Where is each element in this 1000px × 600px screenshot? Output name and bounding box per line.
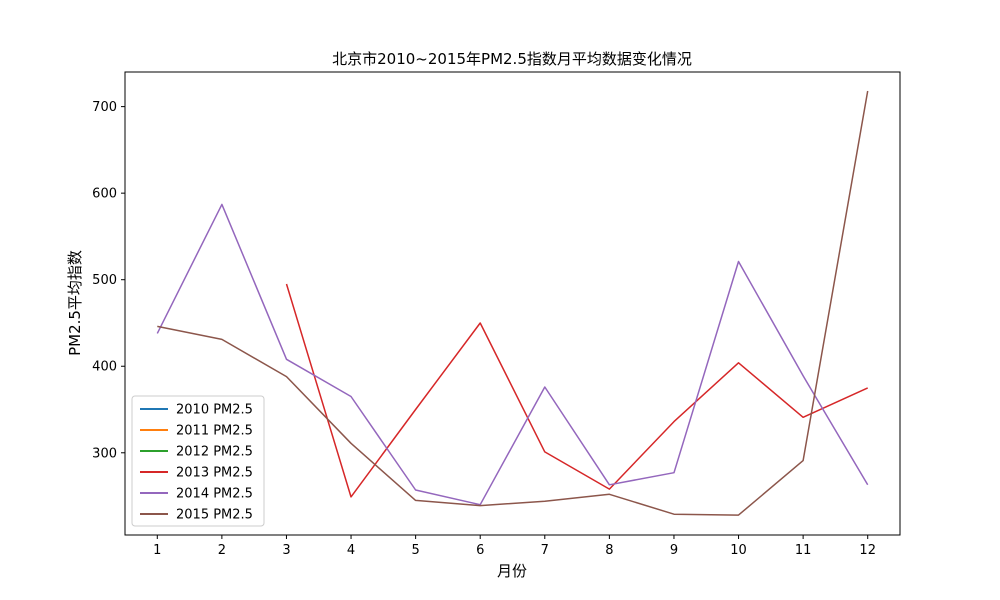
y-tick-label: 600 <box>92 187 117 202</box>
series-line-5 <box>156 203 869 506</box>
x-tick-label: 8 <box>605 543 613 558</box>
legend-entry: 2014 PM2.5 <box>176 487 253 502</box>
chart-title: 北京市2010~2015年PM2.5指数月平均数据变化情况 <box>332 50 692 68</box>
x-tick-label: 5 <box>411 543 419 558</box>
x-tick-label: 6 <box>476 543 484 558</box>
y-tick-label: 400 <box>92 360 117 375</box>
x-tick-label: 1 <box>153 543 161 558</box>
legend: 2010 PM2.5 2011 PM2.5 2012 PM2.5 2013 PM2.5… <box>131 395 265 527</box>
y-tick-label: 700 <box>92 100 117 115</box>
x-tick-label: 3 <box>282 543 290 558</box>
series-lines <box>156 90 869 516</box>
y-tick-label: 500 <box>92 273 117 288</box>
x-tick-label: 7 <box>541 543 549 558</box>
x-tick-label: 2 <box>218 543 226 558</box>
x-tick-label: 4 <box>347 543 355 558</box>
series-line-4 <box>285 283 869 498</box>
legend-entry: 2012 PM2.5 <box>176 445 253 460</box>
x-tick-label: 12 <box>859 543 876 558</box>
x-axis: 1 2 3 4 5 6 7 8 9 10 11 12 <box>153 535 876 558</box>
legend-entry: 2010 PM2.5 <box>176 403 253 418</box>
x-tick-label: 9 <box>670 543 678 558</box>
x-tick-label: 10 <box>730 543 747 558</box>
x-tick-label: 11 <box>795 543 812 558</box>
x-axis-label: 月份 <box>497 562 527 580</box>
legend-entry: 2011 PM2.5 <box>176 424 253 439</box>
plot-frame <box>124 71 901 536</box>
series-line-6 <box>157 90 869 516</box>
y-axis: 300 400 500 600 700 <box>92 100 125 461</box>
legend-entry: 2013 PM2.5 <box>176 466 253 481</box>
y-axis-label: PM2.5平均指数 <box>66 250 84 356</box>
y-tick-label: 300 <box>92 446 117 461</box>
legend-entry: 2015 PM2.5 <box>176 508 253 523</box>
